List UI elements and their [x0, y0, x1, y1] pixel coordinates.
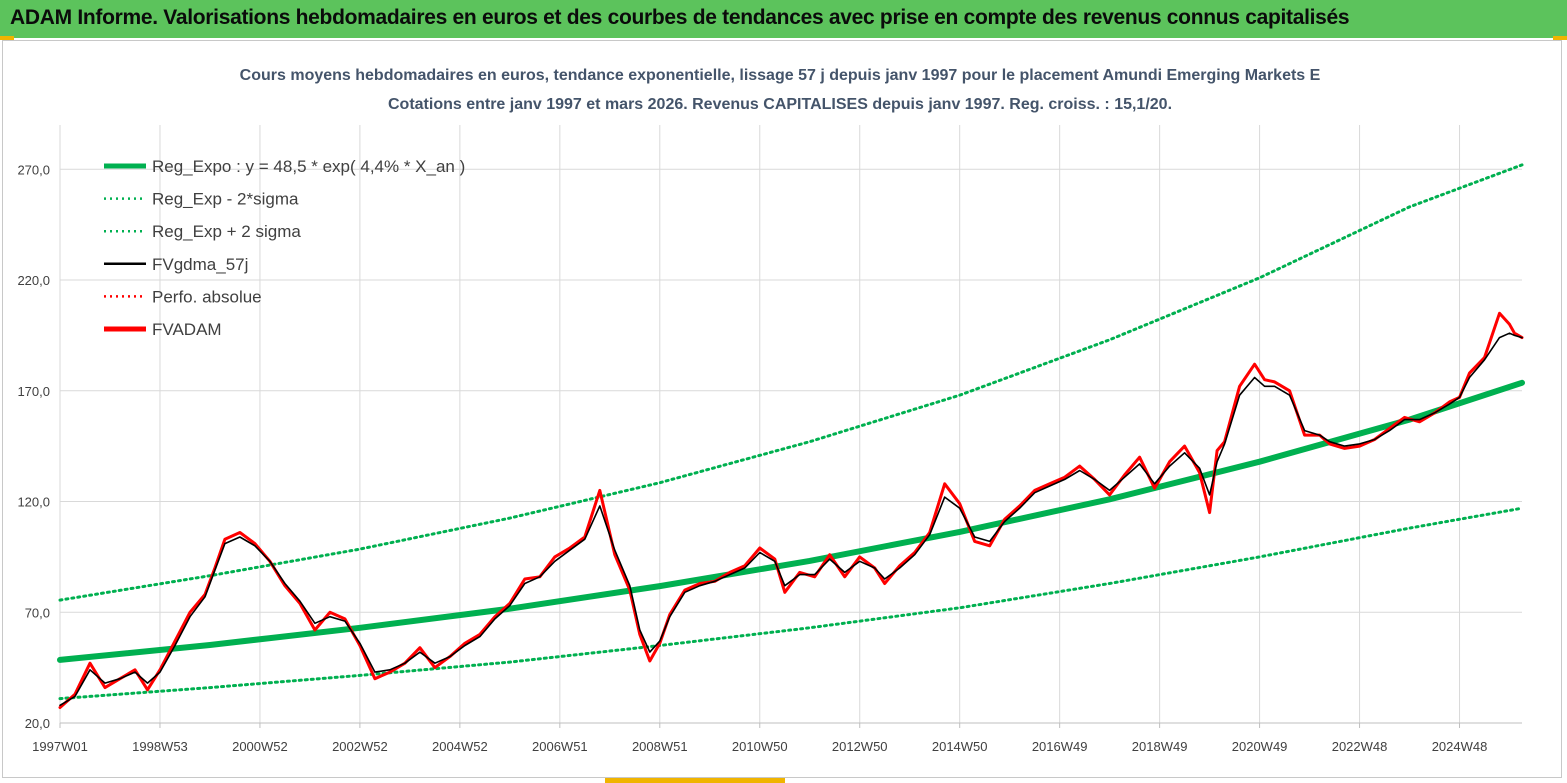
series-fvgdma-57j — [59, 332, 1523, 707]
series-fvadam — [58, 311, 1524, 709]
corner-accent-right — [1553, 36, 1567, 40]
x-tick-label: 2010W50 — [732, 739, 788, 754]
series-reg-minus-2sigma — [58, 506, 1524, 701]
corner-accent-left — [0, 36, 14, 40]
y-tick-label: 120,0 — [17, 495, 50, 510]
x-tick-label: 2024W48 — [1432, 739, 1488, 754]
x-tick-label: 2016W49 — [1032, 739, 1088, 754]
bottom-accent-bar — [605, 778, 785, 783]
legend-label: Perfo. absolue — [152, 287, 262, 306]
series-reg-expo — [57, 379, 1525, 663]
chart-subtitle: Cotations entre janv 1997 et mars 2026. … — [388, 96, 1172, 113]
x-tick-label: 2020W49 — [1232, 739, 1288, 754]
x-tick-label: 2014W50 — [932, 739, 988, 754]
legend-label: FVADAM — [152, 320, 222, 339]
x-tick-label: 2022W48 — [1332, 739, 1388, 754]
x-tick-label: 2006W51 — [532, 739, 588, 754]
series-reg-plus-2sigma — [58, 163, 1524, 602]
banner: ADAM Informe. Valorisations hebdomadaire… — [0, 0, 1567, 38]
y-tick-label: 20,0 — [25, 716, 50, 731]
legend: Reg_Expo : y = 48,5 * exp( 4,4% * X_an )… — [104, 157, 465, 339]
report-title: ADAM Informe. Valorisations hebdomadaire… — [10, 6, 1350, 29]
x-tick-label: 1998W53 — [132, 739, 188, 754]
chart-frame — [2, 40, 1562, 778]
x-tick-label: 2002W52 — [332, 739, 388, 754]
axes: 20,0 70,0 120,0 170,0 220,0 270,0 1997W01 1998W… — [17, 162, 1522, 754]
legend-label: Reg_Exp + 2 sigma — [152, 222, 301, 241]
legend-label: Reg_Exp - 2*sigma — [152, 190, 299, 209]
x-tick-label: 2004W52 — [432, 739, 488, 754]
legend-label: FVgdma_57j — [152, 255, 248, 274]
series-layer — [57, 163, 1525, 709]
y-tick-label: 70,0 — [25, 605, 50, 620]
x-tick-label: 2012W50 — [832, 739, 888, 754]
y-tick-label: 220,0 — [17, 273, 50, 288]
y-tick-label: 170,0 — [17, 384, 50, 399]
legend-label: Reg_Expo : y = 48,5 * exp( 4,4% * X_an ) — [152, 157, 465, 176]
y-tick-label: 270,0 — [17, 162, 50, 177]
grid-lines — [59, 125, 1522, 724]
x-tick-label: 2000W52 — [232, 739, 288, 754]
x-tick-label: 1997W01 — [32, 739, 88, 754]
x-tick-label: 2008W51 — [632, 739, 688, 754]
chart-title: Cours moyens hebdomadaires en euros, ten… — [240, 67, 1321, 84]
x-tick-label: 2018W49 — [1132, 739, 1188, 754]
